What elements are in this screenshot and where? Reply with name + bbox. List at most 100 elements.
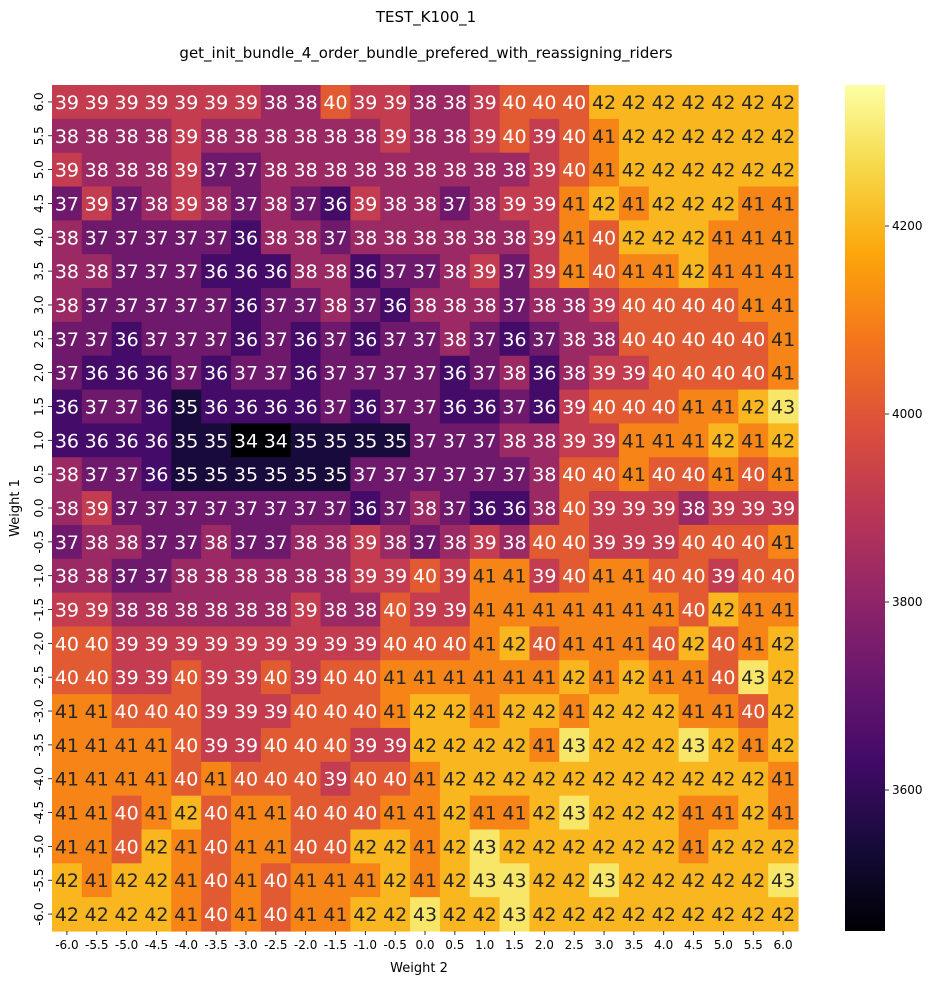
heatmap-cell — [201, 457, 232, 492]
heatmap-cell — [141, 829, 172, 864]
heatmap-cell — [439, 423, 471, 458]
heatmap-cell — [380, 761, 411, 797]
heatmap-cell — [439, 355, 471, 391]
cell-value-label: 41 — [562, 701, 586, 723]
cell-value-label: 42 — [711, 600, 735, 622]
cell-value-label: 40 — [711, 633, 735, 655]
heatmap-cell — [81, 152, 113, 188]
heatmap-cell — [410, 288, 441, 323]
cell-value-label: 41 — [652, 667, 676, 689]
cell-value-label: 38 — [502, 227, 526, 249]
cell-value-label: 40 — [502, 92, 526, 114]
cell-value-label: 35 — [383, 430, 407, 452]
heatmap-cell — [290, 660, 322, 695]
heatmap-cell — [52, 220, 83, 255]
heatmap-cell — [201, 491, 232, 526]
cell-value-label: 36 — [264, 261, 288, 283]
cell-value-label: 38 — [264, 193, 288, 215]
x-tick-label: -4.0 — [175, 938, 198, 952]
x-axis-label: Weight 2 — [390, 961, 448, 976]
heatmap-cell — [231, 863, 262, 898]
heatmap-cell — [648, 626, 680, 661]
heatmap-cell — [380, 660, 411, 695]
heatmap-cell — [350, 118, 381, 154]
heatmap-cell — [469, 491, 501, 526]
cell-value-label: 35 — [204, 464, 228, 486]
cell-value-label: 39 — [353, 735, 377, 757]
cell-value-label: 42 — [144, 836, 168, 858]
cell-value-label: 37 — [413, 363, 437, 385]
cell-value-label: 41 — [473, 600, 497, 622]
heatmap-cell — [231, 829, 262, 864]
heatmap-cell — [499, 288, 531, 323]
cell-value-label: 40 — [652, 329, 676, 351]
heatmap-cell — [499, 829, 531, 864]
cell-value-label: 40 — [323, 836, 347, 858]
cell-value-label: 40 — [652, 464, 676, 486]
colorbar-tick-label: 3600 — [892, 783, 923, 797]
heatmap-cell — [469, 118, 501, 154]
heatmap-cell — [529, 829, 560, 864]
cell-value-label: 43 — [562, 803, 586, 825]
cell-value-label: 39 — [353, 532, 377, 554]
cell-value-label: 43 — [473, 836, 497, 858]
cell-value-label: 41 — [55, 803, 79, 825]
heatmap-cell — [350, 727, 381, 763]
cell-value-label: 37 — [55, 532, 79, 554]
heatmap-cell — [260, 423, 292, 458]
heatmap-cell — [380, 829, 411, 864]
cell-value-label: 38 — [353, 600, 377, 622]
cell-value-label: 37 — [383, 329, 407, 351]
heatmap-cell — [768, 626, 799, 661]
cell-value-label: 37 — [144, 329, 168, 351]
cell-value-label: 39 — [353, 633, 377, 655]
cell-value-label: 39 — [473, 261, 497, 283]
heatmap-cell — [380, 186, 411, 221]
cell-value-label: 41 — [234, 904, 258, 926]
cell-value-label: 42 — [144, 870, 168, 892]
heatmap-cell — [260, 524, 292, 560]
cell-value-label: 41 — [711, 464, 735, 486]
cell-value-label: 37 — [234, 363, 258, 385]
heatmap-cell — [52, 118, 83, 154]
cell-value-label: 41 — [413, 836, 437, 858]
cell-value-label: 40 — [443, 633, 467, 655]
cell-value-label: 36 — [234, 396, 258, 418]
heatmap-cell — [469, 761, 501, 797]
heatmap-cell — [439, 626, 471, 661]
heatmap-cell — [111, 524, 143, 560]
heatmap-cell — [260, 795, 292, 831]
heatmap-cell — [768, 254, 799, 289]
cell-value-label: 38 — [85, 261, 109, 283]
heatmap-cell — [648, 152, 680, 188]
heatmap-cell — [111, 423, 143, 458]
heatmap-cell — [678, 660, 710, 695]
cell-value-label: 42 — [652, 870, 676, 892]
cell-value-label: 34 — [264, 430, 288, 452]
cell-value-label: 40 — [562, 464, 586, 486]
heatmap-cell — [738, 389, 769, 424]
cell-value-label: 37 — [443, 498, 467, 520]
y-tick-label: 0.0 — [32, 498, 46, 517]
heatmap-cell — [111, 85, 143, 120]
heatmap-cell — [350, 254, 381, 289]
cell-value-label: 42 — [741, 92, 765, 114]
cell-value-label: 41 — [741, 430, 765, 452]
cell-value-label: 42 — [652, 126, 676, 148]
heatmap-cell — [380, 288, 411, 323]
heatmap-cell — [141, 897, 172, 932]
cell-value-label: 38 — [681, 498, 705, 520]
heatmap-cell — [111, 660, 143, 695]
cell-value-label: 39 — [532, 227, 556, 249]
cell-value-label: 42 — [652, 160, 676, 182]
cell-value-label: 36 — [443, 363, 467, 385]
heatmap-cell — [350, 524, 381, 560]
cell-value-label: 38 — [264, 227, 288, 249]
cell-value-label: 38 — [115, 160, 139, 182]
heatmap-cell — [618, 829, 650, 864]
heatmap-cell — [768, 558, 799, 594]
cell-value-label: 38 — [85, 126, 109, 148]
cell-value-label: 38 — [294, 566, 318, 588]
cell-value-label: 40 — [622, 295, 646, 317]
cell-value-label: 42 — [622, 904, 646, 926]
